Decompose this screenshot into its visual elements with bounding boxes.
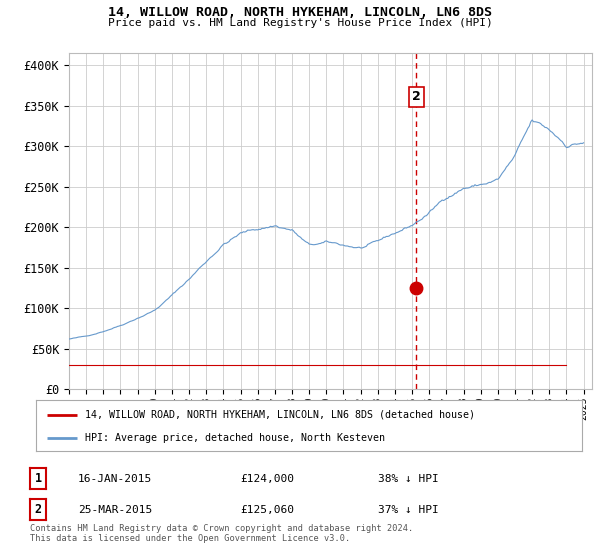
Text: 1: 1 xyxy=(34,472,41,486)
Text: Price paid vs. HM Land Registry's House Price Index (HPI): Price paid vs. HM Land Registry's House … xyxy=(107,18,493,28)
Text: 2: 2 xyxy=(412,90,421,104)
Text: 14, WILLOW ROAD, NORTH HYKEHAM, LINCOLN, LN6 8DS: 14, WILLOW ROAD, NORTH HYKEHAM, LINCOLN,… xyxy=(108,6,492,18)
Text: 25-MAR-2015: 25-MAR-2015 xyxy=(78,505,152,515)
Text: £124,000: £124,000 xyxy=(240,474,294,484)
Text: 16-JAN-2015: 16-JAN-2015 xyxy=(78,474,152,484)
Text: 2: 2 xyxy=(34,503,41,516)
Text: HPI: Average price, detached house, North Kesteven: HPI: Average price, detached house, Nort… xyxy=(85,433,385,443)
Text: 14, WILLOW ROAD, NORTH HYKEHAM, LINCOLN, LN6 8DS (detached house): 14, WILLOW ROAD, NORTH HYKEHAM, LINCOLN,… xyxy=(85,409,475,419)
Text: £125,060: £125,060 xyxy=(240,505,294,515)
Text: 38% ↓ HPI: 38% ↓ HPI xyxy=(378,474,439,484)
Text: 37% ↓ HPI: 37% ↓ HPI xyxy=(378,505,439,515)
Text: Contains HM Land Registry data © Crown copyright and database right 2024.
This d: Contains HM Land Registry data © Crown c… xyxy=(30,524,413,543)
